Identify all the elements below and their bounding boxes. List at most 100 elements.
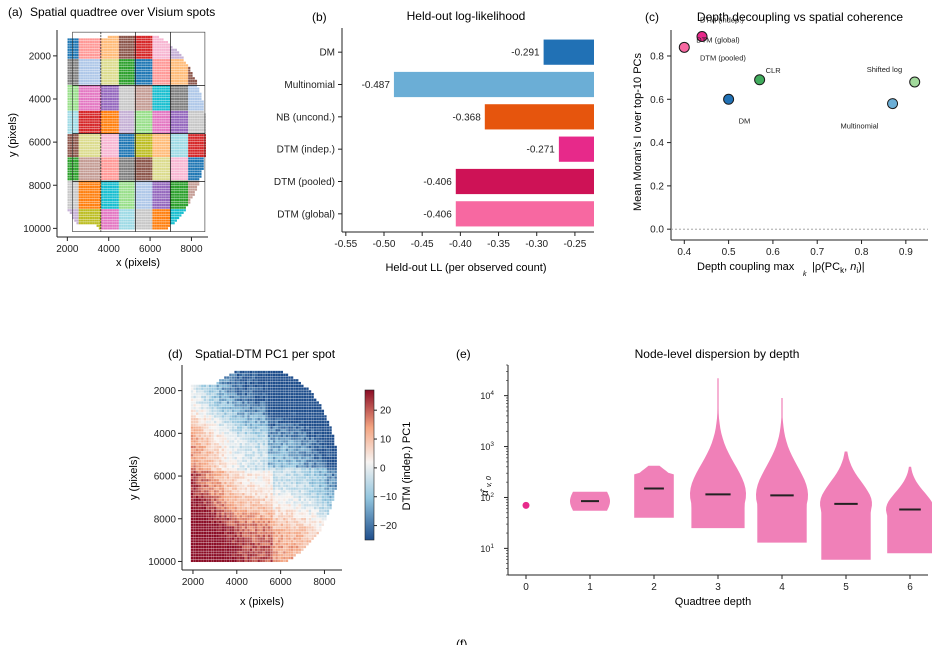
a-spot	[145, 92, 148, 95]
a-spot	[181, 84, 184, 88]
a-spot	[159, 227, 162, 230]
a-spot	[136, 108, 139, 111]
a-spot	[165, 121, 169, 124]
a-spot	[127, 82, 131, 85]
a-spot	[145, 136, 148, 139]
d-spot	[290, 404, 294, 407]
d-spot	[201, 409, 204, 413]
a-spot	[130, 214, 133, 217]
a-spot	[101, 56, 104, 59]
a-spot	[130, 123, 133, 126]
a-spot	[145, 154, 148, 158]
a-spot	[94, 56, 97, 59]
a-spot	[192, 178, 195, 181]
a-spot	[101, 128, 104, 132]
a-spot	[168, 209, 171, 212]
d-spot	[257, 395, 260, 399]
d-spot	[219, 398, 222, 402]
a-spot	[80, 131, 84, 134]
a-spot	[150, 56, 153, 59]
a-spot	[78, 40, 81, 44]
a-spot	[145, 74, 148, 77]
a-spot	[67, 134, 70, 137]
a-spot	[197, 149, 200, 152]
a-spot	[176, 162, 180, 165]
a-spot	[114, 180, 117, 183]
a-spot	[80, 157, 84, 160]
a-spot	[201, 144, 204, 147]
d-spot	[206, 390, 209, 393]
a-spot	[185, 193, 189, 196]
a-spot	[201, 113, 204, 116]
a-spot	[172, 201, 175, 204]
a-spot	[67, 188, 70, 191]
a-spot	[121, 105, 124, 108]
a-spot	[194, 144, 198, 147]
d-spot	[231, 395, 235, 399]
a-spot	[156, 87, 160, 90]
a-spot	[176, 188, 180, 191]
a-spot	[107, 144, 110, 147]
a-spot	[83, 147, 86, 150]
a-spot	[188, 136, 191, 139]
a-spot	[168, 196, 171, 199]
a-spot	[156, 72, 160, 75]
a-spot	[80, 144, 84, 147]
a-ytick-label: 10000	[23, 224, 51, 235]
a-spot	[78, 87, 81, 90]
a-spot	[71, 128, 75, 132]
a-spot	[109, 160, 113, 163]
a-spot	[139, 128, 142, 132]
a-spot	[127, 227, 131, 230]
a-spot	[98, 116, 102, 119]
a-spot	[76, 40, 79, 44]
a-spot	[132, 131, 135, 134]
a-spot	[116, 178, 119, 181]
a-spot	[174, 95, 177, 98]
a-spot	[174, 69, 177, 72]
a-spot	[141, 188, 144, 191]
d-spot	[203, 387, 207, 390]
a-spot	[103, 123, 106, 126]
a-spot	[105, 139, 108, 142]
a-spot	[127, 191, 131, 194]
a-spot	[183, 105, 186, 108]
a-spot	[181, 211, 184, 214]
a-spot	[161, 38, 164, 41]
d-spot	[288, 395, 291, 399]
a-spot	[152, 131, 155, 134]
a-spot	[103, 211, 106, 214]
d-spot	[226, 404, 230, 407]
a-spot	[89, 100, 93, 103]
a-spot	[74, 51, 77, 54]
d-spot	[267, 370, 271, 374]
a-spot	[188, 172, 191, 176]
a-spot	[170, 66, 173, 70]
a-spot	[69, 46, 72, 49]
a-spot	[121, 35, 124, 38]
d-spot	[206, 387, 209, 390]
a-spot	[174, 211, 177, 214]
a-spot	[141, 56, 144, 59]
d-spot	[280, 370, 284, 374]
a-spot	[201, 108, 204, 111]
a-spot	[114, 147, 117, 150]
a-spot	[125, 178, 128, 181]
d-spot	[208, 412, 212, 415]
d-spot	[295, 406, 299, 410]
a-spot	[80, 59, 84, 62]
d-spot	[203, 409, 207, 413]
a-spot	[114, 196, 117, 199]
d-spot	[306, 401, 309, 404]
a-spot	[74, 170, 77, 173]
a-spot	[114, 82, 117, 85]
a-spot	[190, 167, 193, 170]
a-spot	[183, 183, 186, 186]
a-spot	[123, 134, 126, 137]
a-spot	[188, 123, 191, 126]
d-spot	[272, 395, 276, 399]
a-spot	[150, 123, 153, 126]
a-spot	[179, 105, 182, 108]
a-spot	[87, 105, 90, 108]
a-spot	[165, 222, 169, 225]
